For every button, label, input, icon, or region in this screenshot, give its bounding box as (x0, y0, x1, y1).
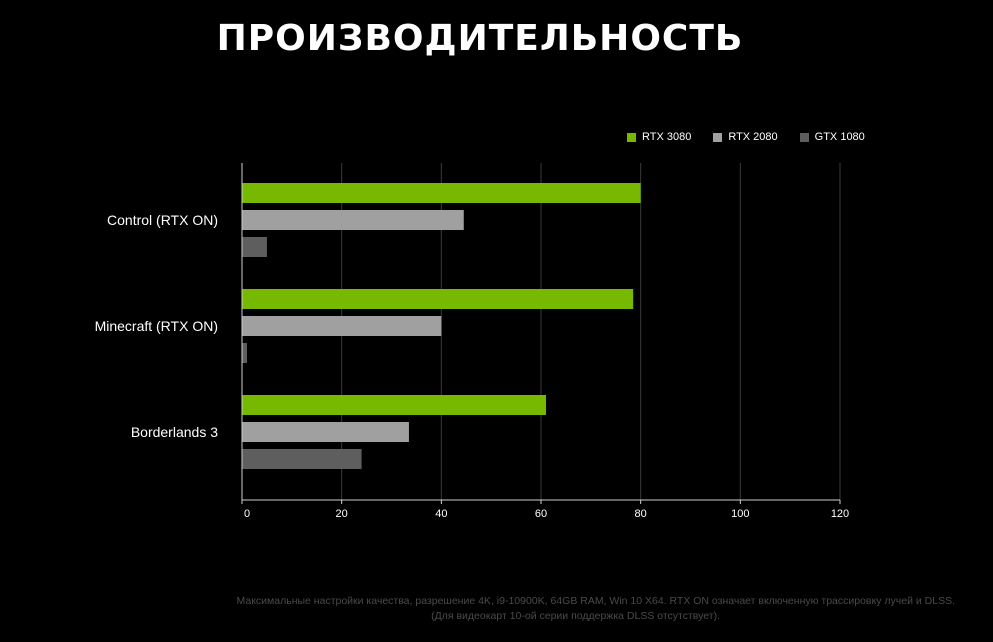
category-label-1: Minecraft (RTX ON) (95, 318, 218, 334)
legend-item-rtx-3080: RTX 3080 (627, 131, 691, 143)
chart-title: ПРОИЗВОДИТЕЛЬНОСТЬ (216, 18, 744, 59)
legend-item-rtx-2080: RTX 2080 (713, 131, 778, 143)
x-tick-label-40: 40 (435, 508, 447, 520)
legend-label-rtx-2080: RTX 2080 (728, 131, 778, 143)
legend-swatch-gtx-1080 (799, 132, 809, 142)
x-tick-label-20: 20 (336, 508, 348, 520)
legend-swatch-rtx-3080 (627, 132, 636, 142)
legend: RTX 3080 RTX 2080 GTX 1080 (627, 131, 865, 143)
legend-item-gtx-1080: GTX 1080 (799, 131, 865, 143)
legend-label-gtx-1080: GTX 1080 (814, 131, 865, 143)
legend-label-rtx-3080: RTX 3080 (642, 131, 692, 143)
bar-rtx-3080-1 (242, 289, 634, 309)
bar-rtx-2080-1 (242, 316, 442, 336)
category-label-0: Control (RTX ON) (107, 212, 218, 228)
bar-rtx-3080-0 (242, 183, 641, 203)
legend-swatch-rtx-2080 (713, 132, 723, 142)
x-tick-label-0: 0 (244, 508, 250, 520)
x-tick-label-80: 80 (635, 508, 647, 520)
x-tick-label-100: 100 (731, 508, 749, 520)
bar-rtx-2080-2 (242, 422, 409, 442)
category-label-2: Borderlands 3 (131, 424, 218, 440)
bar-gtx-1080-0 (242, 237, 267, 257)
footnote-line-2: (Для видеокарт 10-ой серии поддержка DLS… (431, 610, 720, 622)
bar-gtx-1080-1 (242, 343, 247, 363)
x-tick-label-120: 120 (831, 508, 849, 520)
bar-rtx-2080-0 (242, 210, 464, 230)
bar-gtx-1080-2 (242, 449, 362, 469)
x-tick-label-60: 60 (535, 508, 547, 520)
bar-rtx-3080-2 (242, 395, 546, 415)
footnote-line-1: Максимальные настройки качества, разреше… (236, 595, 955, 607)
bar-chart: Control (RTX ON) Minecraft (RTX ON) Border… (95, 163, 849, 520)
